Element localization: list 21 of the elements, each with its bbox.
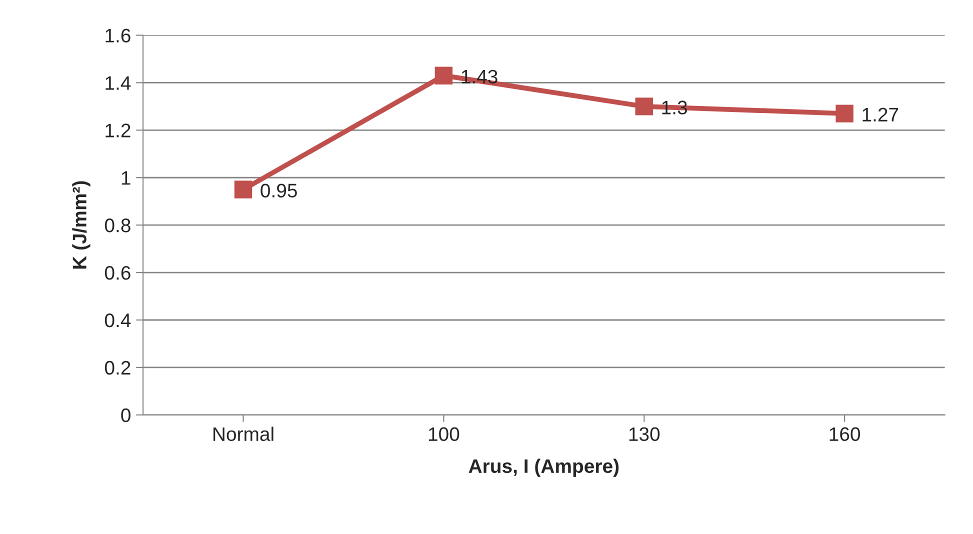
y-tick-label: 1.2 <box>106 124 130 138</box>
x-tick-label: 100 <box>428 427 460 442</box>
data-label: 0.95 <box>260 184 297 198</box>
point <box>836 104 854 122</box>
y-tick-label: 1.6 <box>106 28 130 42</box>
data-label: 1.27 <box>862 108 898 122</box>
y-tick-label: 0.6 <box>104 266 130 280</box>
x-axis-title: Arus, I (Ampere) <box>468 458 619 477</box>
y-tick-label: 1.4 <box>106 76 131 90</box>
y-axis-title: K (J/mm²) <box>72 181 90 269</box>
y-tick-label: 0.4 <box>104 313 131 328</box>
x-tick-label: 160 <box>830 427 860 442</box>
y-tick-label: 0.8 <box>104 218 130 232</box>
y-tick-label: 0.2 <box>104 360 130 375</box>
point <box>234 180 252 198</box>
x-tick-label: Normal <box>214 426 274 442</box>
point <box>635 98 653 116</box>
y-tick-label: 1 <box>122 171 130 185</box>
point <box>434 66 453 84</box>
y-tick-label: 0 <box>121 408 130 422</box>
x-tick-label: 130 <box>629 427 660 442</box>
